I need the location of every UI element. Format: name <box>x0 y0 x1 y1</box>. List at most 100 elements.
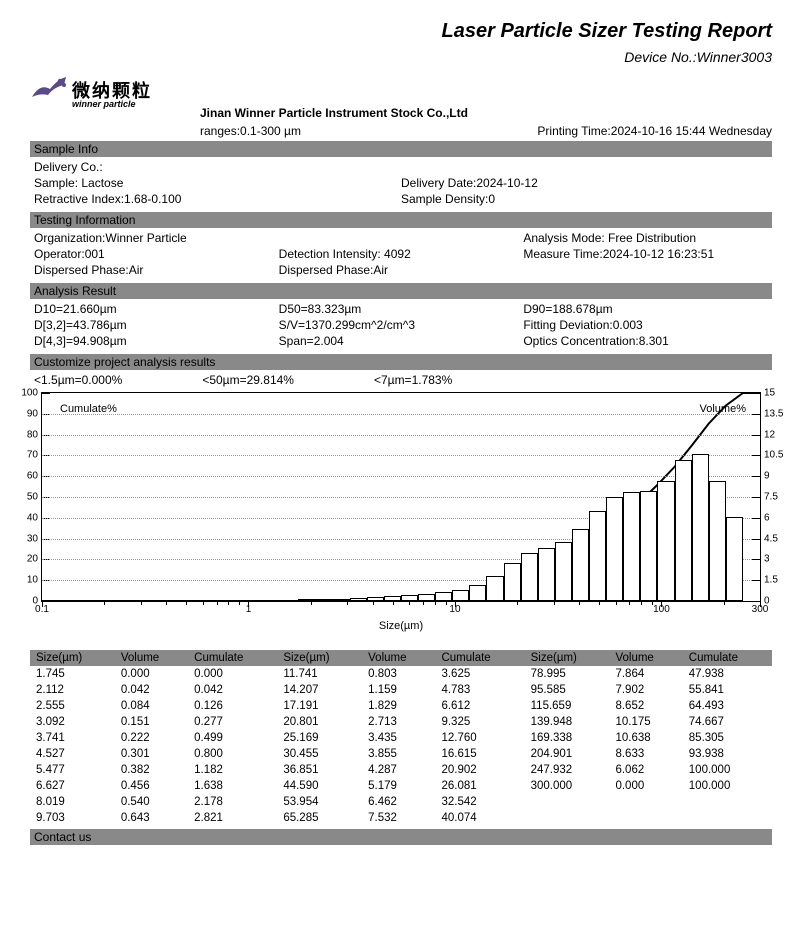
table-cell: 4.783 <box>435 682 524 698</box>
retractive-index: Retractive Index:1.68-0.100 <box>34 192 401 206</box>
gridline <box>42 435 760 436</box>
table-cell: 30.455 <box>277 746 362 762</box>
table-cell: 2.821 <box>188 810 277 826</box>
volume-bar <box>692 454 709 602</box>
y-right-tick: 13.5 <box>764 408 786 419</box>
table-header: Volume <box>362 650 435 666</box>
dispersed-phase-2: Dispersed Phase:Air <box>279 263 524 277</box>
volume-bar <box>606 497 623 601</box>
table-cell: 0.084 <box>115 698 188 714</box>
logo-en: winner particle <box>72 99 136 109</box>
sub-header: ranges:0.1-300 µm Printing Time:2024-10-… <box>200 124 772 138</box>
volume-bar <box>418 594 435 601</box>
table-row: 6.6270.4561.63844.5905.17926.081300.0000… <box>30 778 772 794</box>
table-cell: 100.000 <box>683 778 772 794</box>
measure-time: Measure Time:2024-10-12 16:23:51 <box>523 247 768 261</box>
section-sample-info: Sample Info <box>30 141 772 157</box>
y-right-tick: 12 <box>764 429 786 440</box>
y-right-tick: 1.5 <box>764 575 786 586</box>
volume-bar <box>709 481 726 601</box>
table-cell: 10.175 <box>609 714 682 730</box>
table-row: 9.7030.6432.82165.2857.53240.074 <box>30 810 772 826</box>
table-cell: 0.456 <box>115 778 188 794</box>
gridline <box>42 455 760 456</box>
volume-bar <box>675 460 692 601</box>
delivery-date: Delivery Date:2024-10-12 <box>401 176 768 190</box>
report-title: Laser Particle Sizer Testing Report <box>30 20 772 43</box>
table-cell: 12.760 <box>435 730 524 746</box>
volume-bar <box>401 595 418 601</box>
section-customize: Customize project analysis results <box>30 354 772 370</box>
header-row: 微纳颗粒 winner particle Jinan Winner Partic… <box>30 75 772 120</box>
volume-bar <box>504 563 521 601</box>
volume-bar <box>333 599 350 601</box>
table-cell: 7.864 <box>609 666 682 682</box>
table-cell: 17.191 <box>277 698 362 714</box>
table-cell: 2.555 <box>30 698 115 714</box>
table-cell: 95.585 <box>525 682 610 698</box>
table-cell <box>683 810 772 826</box>
operator: Operator:001 <box>34 247 279 261</box>
volume-bar <box>367 597 384 601</box>
table-cell: 32.542 <box>435 794 524 810</box>
table-cell: 20.902 <box>435 762 524 778</box>
volume-bar <box>298 599 315 601</box>
table-header: Size(µm) <box>277 650 362 666</box>
y-left-tick: 10 <box>20 575 38 586</box>
table-cell: 78.995 <box>525 666 610 682</box>
y-right-tick: 7.5 <box>764 492 786 503</box>
table-cell: 0.126 <box>188 698 277 714</box>
table-cell: 247.932 <box>525 762 610 778</box>
table-cell: 2.178 <box>188 794 277 810</box>
table-row: 3.0920.1510.27720.8012.7139.325139.94810… <box>30 714 772 730</box>
table-cell: 0.000 <box>115 666 188 682</box>
table-cell: 1.182 <box>188 762 277 778</box>
table-cell: 14.207 <box>277 682 362 698</box>
table-cell: 36.851 <box>277 762 362 778</box>
volume-bar <box>469 585 486 601</box>
gridline <box>42 476 760 477</box>
table-cell: 2.112 <box>30 682 115 698</box>
volume-bar <box>726 517 743 601</box>
table-cell: 6.627 <box>30 778 115 794</box>
sv: S/V=1370.299cm^2/cm^3 <box>279 318 524 332</box>
volume-bar <box>657 481 674 601</box>
distribution-chart: 010203040506070809010001.534.567.5910.51… <box>41 392 761 632</box>
table-cell: 0.042 <box>115 682 188 698</box>
y-left-tick: 60 <box>20 471 38 482</box>
table-cell: 85.305 <box>683 730 772 746</box>
table-header: Cumulate <box>683 650 772 666</box>
table-cell: 3.741 <box>30 730 115 746</box>
table-cell: 0.499 <box>188 730 277 746</box>
table-cell <box>525 810 610 826</box>
table-cell: 93.938 <box>683 746 772 762</box>
table-cell: 0.800 <box>188 746 277 762</box>
table-cell: 0.301 <box>115 746 188 762</box>
fitting-deviation: Fitting Deviation:0.003 <box>523 318 768 332</box>
table-cell: 139.948 <box>525 714 610 730</box>
table-cell: 0.042 <box>188 682 277 698</box>
y-right-tick: 15 <box>764 388 786 399</box>
y-left-tick: 70 <box>20 450 38 461</box>
volume-bar <box>623 492 640 601</box>
printing-time: Printing Time:2024-10-16 15:44 Wednesday <box>537 124 772 138</box>
table-cell: 9.703 <box>30 810 115 826</box>
table-row: 2.5550.0840.12617.1911.8296.612115.6598.… <box>30 698 772 714</box>
y-right-tick: 4.5 <box>764 533 786 544</box>
y-left-tick: 100 <box>20 388 38 399</box>
table-cell: 0.540 <box>115 794 188 810</box>
span: Span=2.004 <box>279 334 524 348</box>
organization: Organization:Winner Particle <box>34 231 279 245</box>
table-cell <box>683 794 772 810</box>
table-cell: 9.325 <box>435 714 524 730</box>
d43: D[4,3]=94.908µm <box>34 334 279 348</box>
testing-info-grid: Organization:Winner Particle Analysis Mo… <box>30 228 772 280</box>
volume-bar <box>486 576 503 601</box>
table-cell: 8.633 <box>609 746 682 762</box>
table-cell: 7.532 <box>362 810 435 826</box>
optics-concentration: Optics Concentration:8.301 <box>523 334 768 348</box>
y-right-tick: 10.5 <box>764 450 786 461</box>
table-cell: 0.000 <box>609 778 682 794</box>
table-cell: 65.285 <box>277 810 362 826</box>
sample-density: Sample Density:0 <box>401 192 768 206</box>
